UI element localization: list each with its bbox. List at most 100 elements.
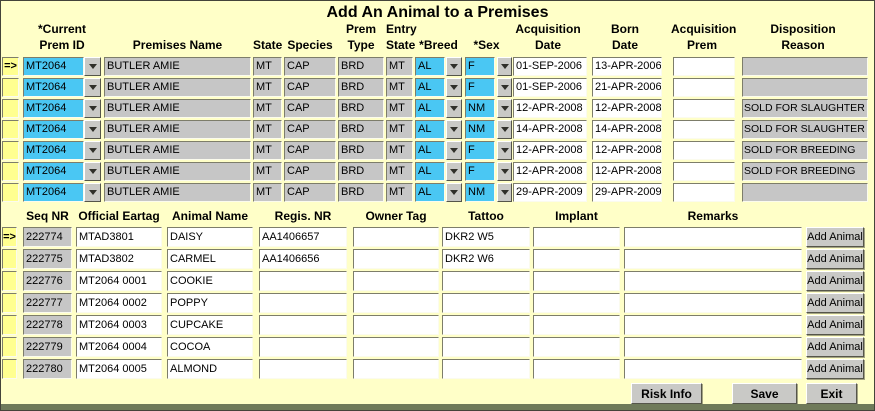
sex-dropdown-button[interactable] xyxy=(497,99,512,118)
official-eartag-field[interactable]: MT2064 0005 xyxy=(76,359,162,379)
acquisition-prem-field[interactable] xyxy=(673,120,735,139)
animal-name-field[interactable]: CUPCAKE xyxy=(167,315,253,335)
official-eartag-field[interactable]: MT2064 0004 xyxy=(76,337,162,357)
animal-name-field[interactable]: DAISY xyxy=(167,227,253,247)
row-indicator[interactable] xyxy=(2,315,17,335)
born-date-field[interactable]: 12-APR-2008 xyxy=(592,99,662,118)
regis-nr-field[interactable]: AA1406657 xyxy=(259,227,347,247)
remarks-field[interactable] xyxy=(624,315,802,335)
official-eartag-field[interactable]: MTAD3802 xyxy=(76,249,162,269)
born-date-field[interactable]: 12-APR-2008 xyxy=(592,162,662,181)
born-date-field[interactable]: 29-APR-2009 xyxy=(592,183,662,202)
row-indicator[interactable] xyxy=(2,249,17,269)
acquisition-date-field[interactable]: 12-APR-2008 xyxy=(513,162,587,181)
tattoo-field[interactable] xyxy=(442,337,530,357)
breed-field[interactable]: AL xyxy=(415,162,445,181)
acquisition-date-field[interactable]: 12-APR-2008 xyxy=(513,99,587,118)
owner-tag-field[interactable] xyxy=(353,227,439,247)
add-animal-button[interactable]: Add Animal xyxy=(806,315,864,335)
remarks-field[interactable] xyxy=(624,359,802,379)
acquisition-date-field[interactable]: 01-SEP-2006 xyxy=(513,78,587,97)
current-prem-id-field[interactable]: MT2064 xyxy=(23,162,84,181)
acquisition-prem-field[interactable] xyxy=(673,57,735,76)
breed-dropdown-button[interactable] xyxy=(446,183,462,202)
add-animal-button[interactable]: Add Animal xyxy=(806,271,864,291)
breed-dropdown-button[interactable] xyxy=(446,57,462,76)
risk-info-button[interactable]: Risk Info xyxy=(631,383,702,404)
row-indicator[interactable] xyxy=(2,78,19,97)
prem-id-dropdown-button[interactable] xyxy=(84,99,101,118)
add-animal-button[interactable]: Add Animal xyxy=(806,293,864,313)
sex-field[interactable]: F xyxy=(465,162,495,181)
breed-field[interactable]: AL xyxy=(415,141,445,160)
implant-field[interactable] xyxy=(533,249,620,269)
owner-tag-field[interactable] xyxy=(353,359,439,379)
row-indicator[interactable]: => xyxy=(2,227,17,247)
prem-id-dropdown-button[interactable] xyxy=(84,141,101,160)
animal-name-field[interactable]: COCOA xyxy=(167,337,253,357)
acquisition-date-field[interactable]: 14-APR-2008 xyxy=(513,120,587,139)
acquisition-date-field[interactable]: 12-APR-2008 xyxy=(513,141,587,160)
implant-field[interactable] xyxy=(533,293,620,313)
row-indicator[interactable] xyxy=(2,183,19,202)
save-button[interactable]: Save xyxy=(732,383,797,404)
regis-nr-field[interactable] xyxy=(259,271,347,291)
prem-id-dropdown-button[interactable] xyxy=(84,78,101,97)
sex-dropdown-button[interactable] xyxy=(497,183,512,202)
remarks-field[interactable] xyxy=(624,227,802,247)
implant-field[interactable] xyxy=(533,315,620,335)
current-prem-id-field[interactable]: MT2064 xyxy=(23,57,84,76)
animal-name-field[interactable]: COOKIE xyxy=(167,271,253,291)
row-indicator[interactable] xyxy=(2,337,17,357)
acquisition-prem-field[interactable] xyxy=(673,183,735,202)
animal-name-field[interactable]: CARMEL xyxy=(167,249,253,269)
add-animal-button[interactable]: Add Animal xyxy=(806,337,864,357)
implant-field[interactable] xyxy=(533,227,620,247)
tattoo-field[interactable] xyxy=(442,271,530,291)
owner-tag-field[interactable] xyxy=(353,249,439,269)
prem-id-dropdown-button[interactable] xyxy=(84,162,101,181)
current-prem-id-field[interactable]: MT2064 xyxy=(23,183,84,202)
owner-tag-field[interactable] xyxy=(353,315,439,335)
regis-nr-field[interactable] xyxy=(259,337,347,357)
remarks-field[interactable] xyxy=(624,271,802,291)
sex-field[interactable]: NM xyxy=(465,183,495,202)
born-date-field[interactable]: 12-APR-2008 xyxy=(592,141,662,160)
tattoo-field[interactable] xyxy=(442,359,530,379)
breed-dropdown-button[interactable] xyxy=(446,78,462,97)
current-prem-id-field[interactable]: MT2064 xyxy=(23,120,84,139)
breed-dropdown-button[interactable] xyxy=(446,162,462,181)
animal-name-field[interactable]: ALMOND xyxy=(167,359,253,379)
sex-dropdown-button[interactable] xyxy=(497,57,512,76)
owner-tag-field[interactable] xyxy=(353,337,439,357)
current-prem-id-field[interactable]: MT2064 xyxy=(23,78,84,97)
row-indicator[interactable] xyxy=(2,271,17,291)
remarks-field[interactable] xyxy=(624,337,802,357)
row-indicator[interactable] xyxy=(2,359,17,379)
current-prem-id-field[interactable]: MT2064 xyxy=(23,141,84,160)
breed-dropdown-button[interactable] xyxy=(446,120,462,139)
regis-nr-field[interactable] xyxy=(259,315,347,335)
regis-nr-field[interactable]: AA1406656 xyxy=(259,249,347,269)
row-indicator[interactable]: => xyxy=(2,57,19,76)
prem-id-dropdown-button[interactable] xyxy=(84,183,101,202)
tattoo-field[interactable] xyxy=(442,315,530,335)
born-date-field[interactable]: 14-APR-2008 xyxy=(592,120,662,139)
sex-field[interactable]: NM xyxy=(465,120,495,139)
official-eartag-field[interactable]: MT2064 0003 xyxy=(76,315,162,335)
acquisition-date-field[interactable]: 01-SEP-2006 xyxy=(513,57,587,76)
remarks-field[interactable] xyxy=(624,249,802,269)
breed-field[interactable]: AL xyxy=(415,99,445,118)
acquisition-date-field[interactable]: 29-APR-2009 xyxy=(513,183,587,202)
row-indicator[interactable] xyxy=(2,99,19,118)
implant-field[interactable] xyxy=(533,337,620,357)
tattoo-field[interactable]: DKR2 W6 xyxy=(442,249,530,269)
breed-field[interactable]: AL xyxy=(415,57,445,76)
owner-tag-field[interactable] xyxy=(353,293,439,313)
acquisition-prem-field[interactable] xyxy=(673,78,735,97)
exit-button[interactable]: Exit xyxy=(806,383,857,404)
implant-field[interactable] xyxy=(533,271,620,291)
prem-id-dropdown-button[interactable] xyxy=(84,57,101,76)
breed-dropdown-button[interactable] xyxy=(446,141,462,160)
born-date-field[interactable]: 21-APR-2006 xyxy=(592,78,662,97)
